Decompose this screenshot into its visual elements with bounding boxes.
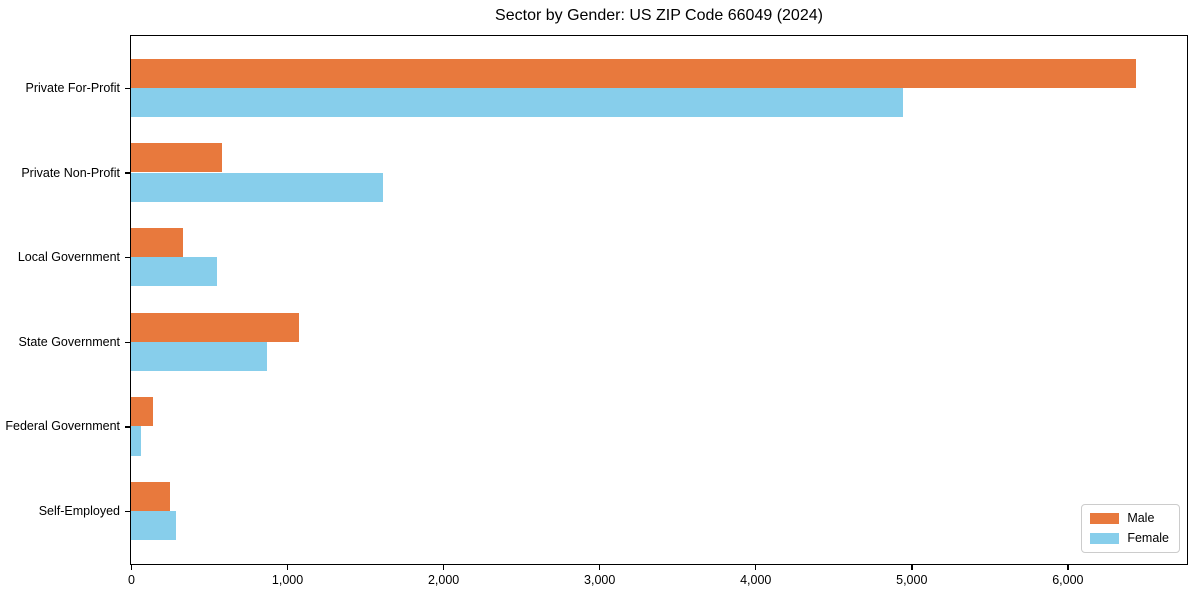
y-tick-label-federal-government: Federal Government: [5, 419, 120, 434]
y-tick-mark-self-employed: [125, 510, 130, 513]
y-tick-label-private-for-profit: Private For-Profit: [25, 80, 120, 95]
x-tick-mark-6000: [1067, 565, 1069, 570]
y-tick-label-self-employed: Self-Employed: [38, 504, 120, 519]
bar-male-self-employed: [131, 481, 170, 512]
chart-title: Sector by Gender: US ZIP Code 66049 (202…: [495, 7, 823, 24]
legend-item-male: Male: [1090, 512, 1169, 525]
y-tick-mark-federal-government: [125, 426, 130, 428]
bar-female-local-government: [131, 257, 217, 287]
legend-swatch-male: [1090, 513, 1120, 524]
bar-female-federal-government: [131, 426, 142, 456]
x-tick-label-0: 0: [128, 573, 135, 587]
plot-area: Male Female: [130, 35, 1188, 565]
x-tick-mark-4000: [754, 565, 757, 570]
x-tick-mark-5000: [911, 565, 913, 570]
y-tick-mark-private-for-profit: [125, 87, 130, 90]
bar-female-private-non-profit: [131, 172, 384, 202]
x-tick-mark-1000: [286, 565, 289, 570]
x-tick-label-6000: 6,000: [1052, 573, 1084, 587]
x-tick-label-2000: 2,000: [427, 573, 460, 587]
legend-swatch-female: [1090, 533, 1120, 544]
y-tick-label-state-government: State Government: [18, 334, 120, 349]
x-tick-label-5000: 5,000: [896, 573, 928, 587]
bar-male-private-for-profit: [131, 58, 1136, 88]
x-tick-mark-3000: [598, 565, 601, 570]
x-tick-mark-2000: [442, 565, 445, 570]
bar-female-state-government: [131, 341, 267, 372]
legend-label-male: Male: [1127, 511, 1155, 525]
legend: Male Female: [1081, 504, 1180, 553]
bar-male-state-government: [131, 312, 299, 342]
bar-female-private-for-profit: [131, 87, 903, 118]
y-tick-label-local-government: Local Government: [17, 250, 120, 265]
bar-male-federal-government: [131, 397, 153, 427]
bar-male-local-government: [131, 227, 184, 258]
bar-male-private-non-profit: [131, 143, 223, 173]
y-tick-mark-private-non-profit: [125, 172, 130, 174]
x-tick-label-3000: 3,000: [584, 573, 616, 587]
bar-female-self-employed: [131, 511, 177, 541]
y-tick-mark-state-government: [125, 341, 130, 344]
legend-label-female: Female: [1127, 531, 1169, 545]
x-tick-label-4000: 4,000: [740, 573, 772, 587]
x-tick-mark-0: [130, 565, 133, 570]
legend-item-female: Female: [1090, 532, 1169, 545]
x-tick-label-1000: 1,000: [271, 573, 304, 587]
y-tick-mark-local-government: [125, 256, 130, 259]
y-tick-label-private-non-profit: Private Non-Profit: [21, 165, 120, 180]
